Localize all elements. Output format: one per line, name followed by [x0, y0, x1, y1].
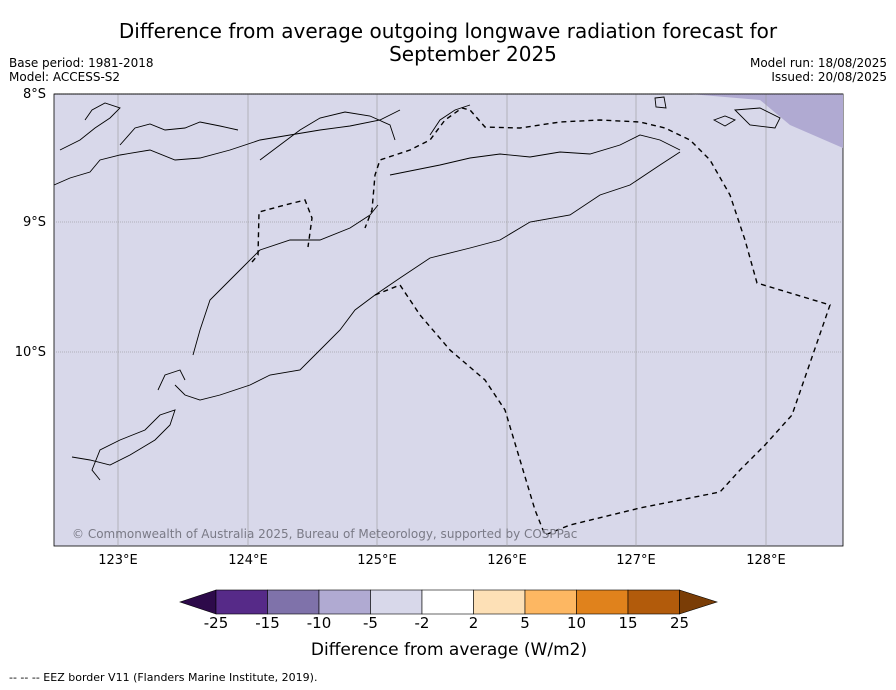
- anomaly-patch: [690, 94, 843, 148]
- eez-border-timor-leste: [364, 107, 831, 536]
- colorbar-tick-label: -10: [306, 614, 332, 632]
- coast-ne-island-1: [733, 107, 781, 129]
- coast-flores-north: [59, 102, 121, 151]
- copyright-text: © Commonwealth of Australia 2025, Bureau…: [72, 527, 578, 541]
- coast-flores-south: [53, 109, 401, 186]
- coast-wetar-timor-north: [259, 111, 396, 161]
- map-title: Difference from average outgoing longwav…: [0, 20, 896, 66]
- colorbar-tick-label: 10: [566, 614, 587, 632]
- colorbar-segment: [627, 589, 680, 615]
- model-run-text: Model run: 18/08/2025: [749, 56, 887, 70]
- lon-label-128e: 128°E: [746, 553, 786, 568]
- coast-sumba-rote: [174, 294, 376, 401]
- colorbar-arrow-low: [179, 589, 217, 615]
- coast-west-timor-west: [192, 204, 379, 356]
- coastlines: [53, 96, 781, 481]
- lon-label-125e: 125°E: [357, 553, 397, 568]
- lon-label-123e: 123°E: [98, 553, 138, 568]
- colorbar-tick-label: 25: [669, 614, 690, 632]
- meta-right: Model run: 18/08/2025 Issued: 20/08/2025: [750, 56, 887, 84]
- lat-label-9s: 9°S: [22, 215, 46, 230]
- colorbar-segment: [421, 589, 474, 615]
- title-line-2: September 2025: [389, 42, 557, 66]
- coast-timor-north: [389, 134, 681, 176]
- colorbar-segment: [524, 589, 577, 615]
- colorbar-title: Difference from average (W/m2): [310, 640, 588, 660]
- issued-text: Issued: 20/08/2025: [771, 70, 887, 84]
- footer-text: -- -- -- EEZ border V11 (Flanders Marine…: [9, 671, 318, 684]
- lat-label-10s: 10°S: [14, 345, 46, 360]
- coast-sumba: [71, 409, 176, 481]
- colorbar-tick-label: 2: [468, 614, 479, 632]
- colorbar-segment: [473, 589, 526, 615]
- lon-label-127e: 127°E: [616, 553, 656, 568]
- coast-timor-south: [374, 151, 681, 296]
- lon-label-124e: 124°E: [228, 553, 268, 568]
- colorbar-segment: [576, 589, 629, 615]
- title-line-1: Difference from average outgoing longwav…: [118, 19, 778, 43]
- colorbar-tick-label: -15: [255, 614, 280, 632]
- gridlines-lon: [117, 94, 767, 546]
- coast-ne-island-2: [654, 96, 667, 109]
- colorbar: [179, 589, 718, 615]
- colorbar-tick-label: -2: [414, 614, 430, 632]
- coast-east-island: [712, 115, 737, 127]
- eez-border-oecusse: [251, 199, 313, 263]
- eez-borders: [251, 107, 831, 536]
- lon-label-126e: 126°E: [487, 553, 527, 568]
- colorbar-segment: [215, 589, 268, 615]
- model-text: Model: ACCESS-S2: [9, 70, 121, 84]
- colorbar-arrow-high: [679, 589, 718, 615]
- coast-alor: [119, 121, 239, 146]
- base-period-text: Base period: 1981-2018: [9, 56, 154, 70]
- map-background: [53, 93, 844, 547]
- meta-left: Base period: 1981-2018 Model: ACCESS-S2: [9, 56, 154, 84]
- coast-small-islands: [157, 369, 186, 391]
- lat-label-8s: 8°S: [22, 87, 46, 102]
- colorbar-segment: [370, 589, 423, 615]
- colorbar-tick-label: -25: [203, 614, 229, 632]
- colorbar-tick-label: 5: [520, 614, 530, 632]
- colorbar-segment: [267, 589, 320, 615]
- colorbar-tick-label: -5: [363, 614, 378, 632]
- colorbar-segment: [318, 589, 371, 615]
- colorbar-tick-label: 15: [618, 614, 638, 632]
